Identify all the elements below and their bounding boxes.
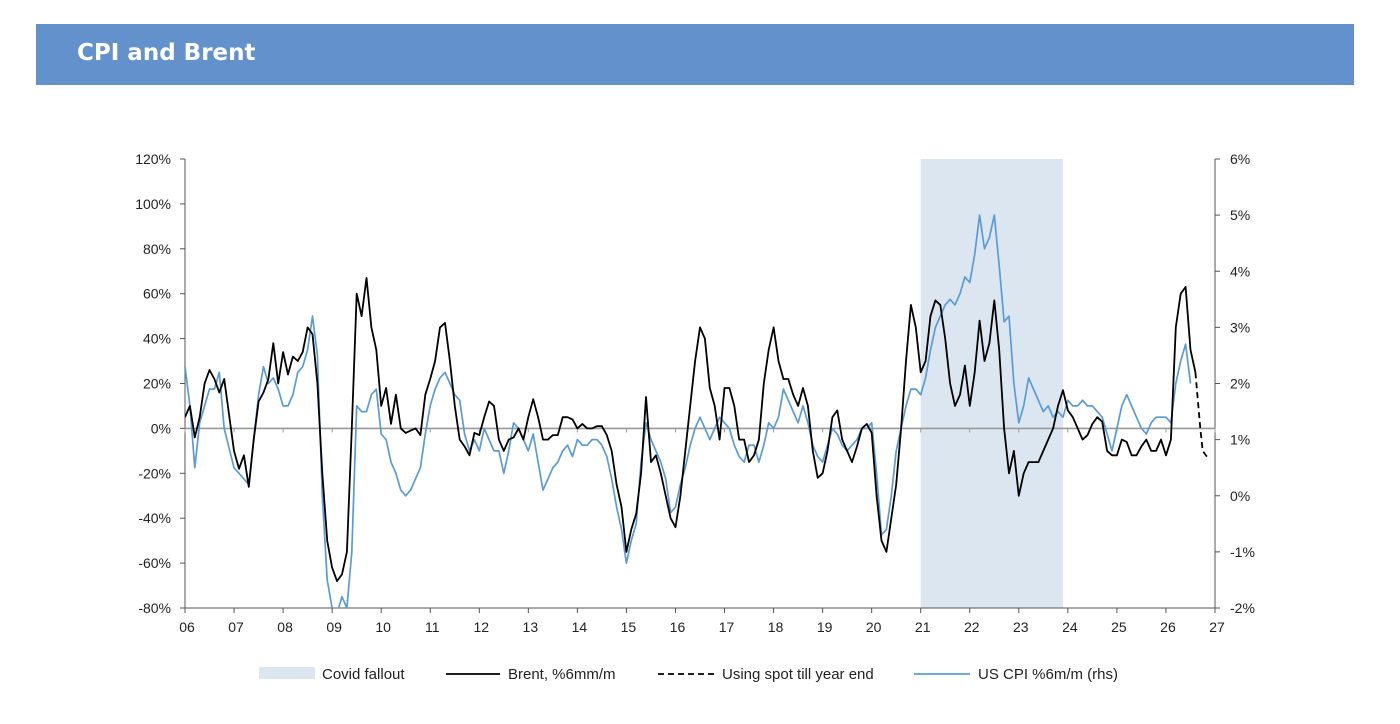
left-axis-tick-label: 80% xyxy=(143,241,171,257)
legend-label-cpi: US CPI %6m/m (rhs) xyxy=(978,666,1118,683)
covid-fallout-region xyxy=(920,159,1063,608)
x-axis-tick-label: 14 xyxy=(572,619,588,635)
brent-line xyxy=(185,277,1197,582)
x-axis-tick-label: 07 xyxy=(228,619,244,635)
title-bar: CPI and Brent xyxy=(36,24,1354,85)
x-axis-tick-label: 06 xyxy=(179,619,195,635)
x-axis-tick-label: 27 xyxy=(1209,619,1225,635)
left-axis-tick-label: 60% xyxy=(143,286,171,302)
legend-label-brent: Brent, %6mm/m xyxy=(508,666,616,683)
x-axis-tick-label: 19 xyxy=(817,619,833,635)
x-axis-tick-label: 10 xyxy=(375,619,391,635)
legend-swatch-covid xyxy=(259,667,315,679)
right-axis-tick-label: 2% xyxy=(1230,376,1250,392)
x-axis-tick-label: 25 xyxy=(1111,619,1127,635)
x-axis-tick-label: 20 xyxy=(866,619,882,635)
us-cpi-line xyxy=(185,214,1192,608)
x-axis-tick-label: 08 xyxy=(277,619,293,635)
series-layer xyxy=(185,214,1209,608)
x-axis-tick-label: 24 xyxy=(1062,619,1078,635)
x-axis-tick-label: 12 xyxy=(473,619,489,635)
left-axis-tick-label: 100% xyxy=(135,196,171,212)
x-axis-tick-label: 13 xyxy=(523,619,539,635)
right-axis-tick-label: 5% xyxy=(1230,207,1250,223)
left-axis-tick-label: 0% xyxy=(151,420,171,436)
left-axis-tick-label: 120% xyxy=(135,151,171,167)
x-axis-tick-label: 26 xyxy=(1160,619,1176,635)
legend: Covid fallout Brent, %6mm/m Using spot til… xyxy=(259,666,1118,683)
chart-title: CPI and Brent xyxy=(77,40,256,66)
x-axis-tick-label: 22 xyxy=(964,619,980,635)
x-axis-tick-label: 17 xyxy=(719,619,735,635)
x-axis-tick-label: 16 xyxy=(670,619,686,635)
x-axis-tick-label: 23 xyxy=(1013,619,1029,635)
right-axis-tick-label: 0% xyxy=(1230,488,1250,504)
right-axis-tick-label: -2% xyxy=(1230,600,1255,616)
spot-dashed-line xyxy=(1194,372,1209,459)
x-axis-tick-label: 21 xyxy=(915,619,931,635)
left-axis-tick-label: 40% xyxy=(143,331,171,347)
legend-label-covid: Covid fallout xyxy=(322,666,405,683)
x-axis-tick-label: 18 xyxy=(768,619,784,635)
x-axis-tick-label: 15 xyxy=(621,619,637,635)
right-axis-tick-label: 1% xyxy=(1230,432,1250,448)
axes: -80%-60%-40%-20%0%20%40%60%80%100%120%-2… xyxy=(135,151,1255,635)
right-axis-tick-label: 3% xyxy=(1230,319,1250,335)
left-axis-tick-label: -20% xyxy=(138,465,171,481)
left-axis-tick-label: -80% xyxy=(138,600,171,616)
right-axis-tick-label: 6% xyxy=(1230,151,1250,167)
left-axis-tick-label: -60% xyxy=(138,555,171,571)
covid-shade-layer xyxy=(920,159,1063,608)
left-axis-tick-label: 20% xyxy=(143,376,171,392)
x-axis-tick-label: 11 xyxy=(425,619,440,635)
x-axis-tick-label: 09 xyxy=(326,619,342,635)
left-axis-tick-label: -40% xyxy=(138,510,171,526)
legend-label-spot: Using spot till year end xyxy=(722,666,874,683)
right-axis-tick-label: -1% xyxy=(1230,544,1255,560)
right-axis-tick-label: 4% xyxy=(1230,263,1250,279)
